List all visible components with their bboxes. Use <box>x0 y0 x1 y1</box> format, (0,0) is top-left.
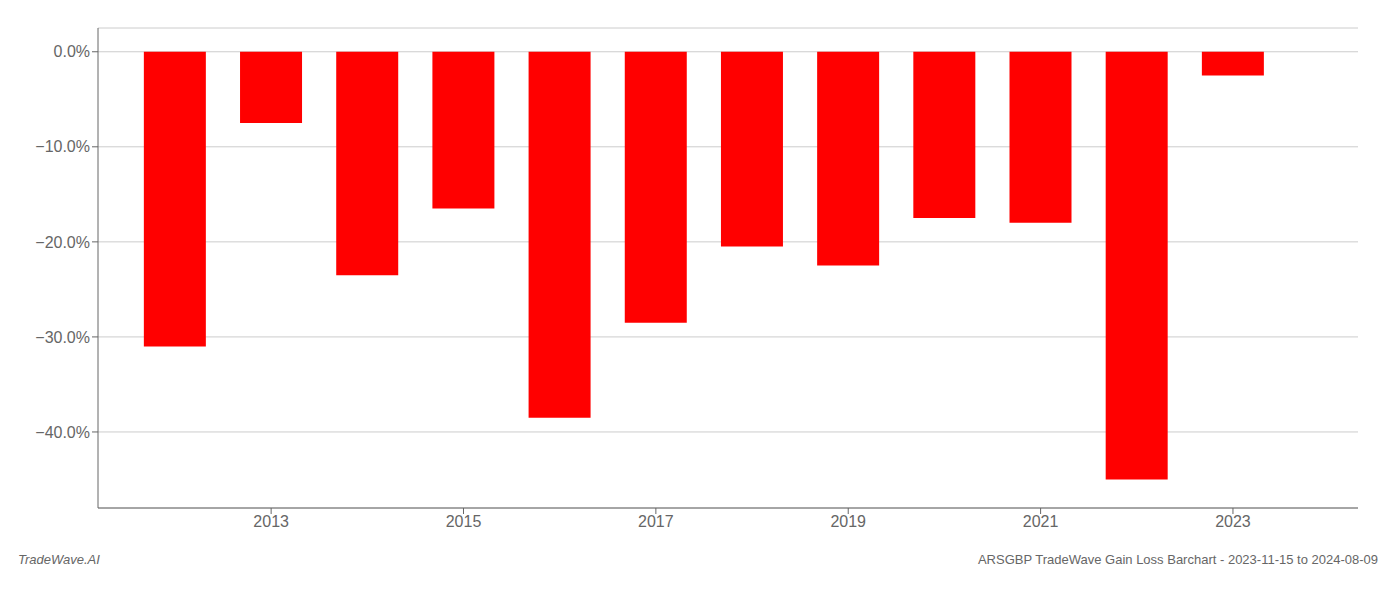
svg-text:0.0%: 0.0% <box>54 43 90 60</box>
svg-text:2015: 2015 <box>446 513 482 530</box>
html-text:ARSGBP TradeWave Gain Loss Bar: ARSGBP TradeWave Gain Loss Barchart - 20… <box>977 552 1378 567</box>
svg-text:2013: 2013 <box>253 513 289 530</box>
svg-text:2023: 2023 <box>1215 513 1251 530</box>
svg-text:−20.0%: −20.0% <box>35 234 90 251</box>
svg-text:2021: 2021 <box>1023 513 1059 530</box>
svg-text:2017: 2017 <box>638 513 674 530</box>
svg-text:−30.0%: −30.0% <box>35 329 90 346</box>
html-text:TradeWave.AI: TradeWave.AI <box>18 552 100 567</box>
svg-text:2019: 2019 <box>830 513 866 530</box>
svg-text:−40.0%: −40.0% <box>35 424 90 441</box>
svg-text:−10.0%: −10.0% <box>35 138 90 155</box>
